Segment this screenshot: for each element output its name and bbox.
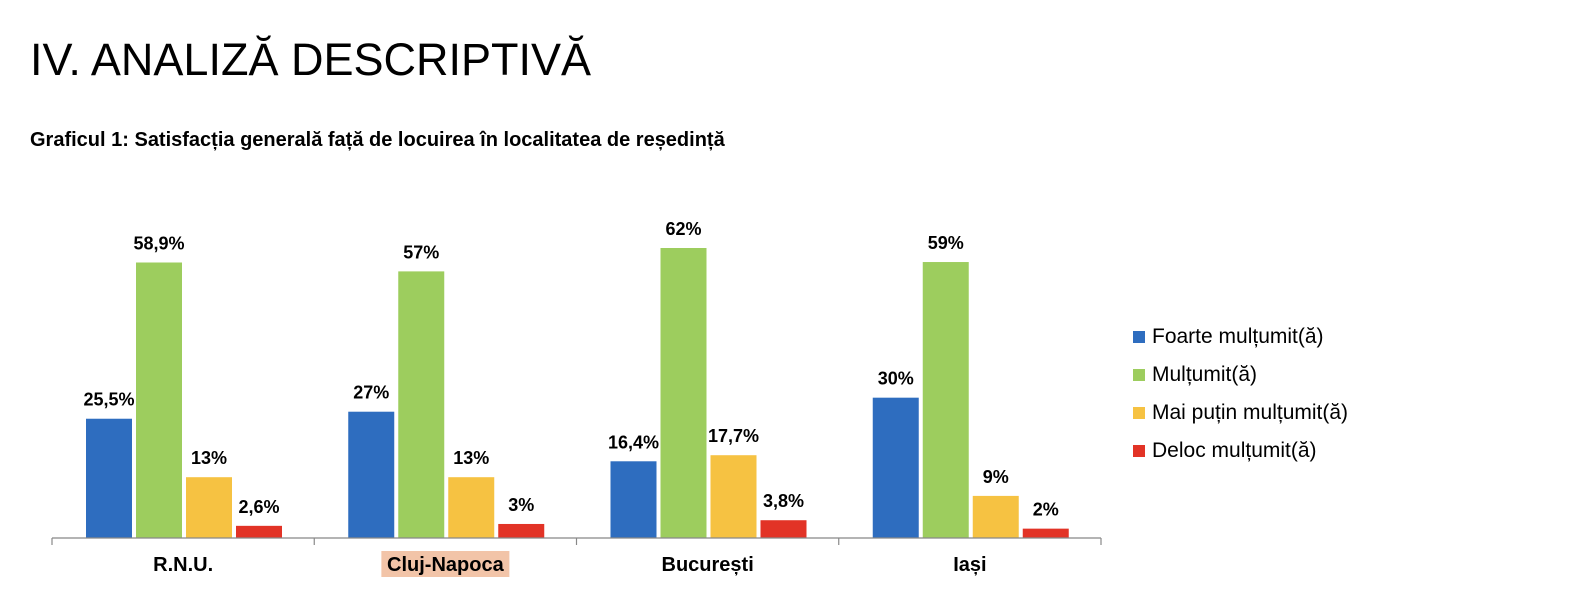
bar bbox=[348, 411, 395, 538]
legend-swatch bbox=[1133, 331, 1145, 343]
bar bbox=[1022, 528, 1069, 538]
data-label: 59% bbox=[928, 233, 964, 253]
legend-swatch bbox=[1133, 445, 1145, 457]
data-label: 30% bbox=[878, 369, 914, 389]
bar bbox=[86, 418, 132, 538]
data-label: 17,7% bbox=[708, 426, 759, 446]
page-title: IV. ANALIZĂ DESCRIPTIVĂ bbox=[30, 34, 592, 85]
data-label: 9% bbox=[983, 467, 1009, 487]
data-label: 3% bbox=[508, 495, 534, 515]
bar bbox=[760, 520, 807, 538]
bar bbox=[236, 525, 282, 538]
legend-label: Mulțumit(ă) bbox=[1152, 363, 1258, 386]
data-label: 13% bbox=[453, 448, 489, 468]
chart-title: Graficul 1: Satisfacția generală față de… bbox=[30, 129, 725, 151]
bar bbox=[872, 397, 919, 538]
data-label: 13% bbox=[191, 448, 227, 468]
data-label: 2,6% bbox=[238, 497, 279, 517]
data-label: 62% bbox=[665, 219, 701, 239]
legend-item: Deloc mulțumit(ă) bbox=[1133, 432, 1348, 470]
legend-item: Mai puțin mulțumit(ă) bbox=[1133, 394, 1348, 432]
bar bbox=[922, 262, 969, 538]
legend-label: Foarte mulțumit(ă) bbox=[1152, 325, 1324, 348]
bar bbox=[136, 262, 182, 538]
category-label: Cluj-Napoca bbox=[387, 554, 505, 576]
bar bbox=[610, 461, 657, 538]
chart-legend: Foarte mulțumit(ă) Mulțumit(ă) Mai puțin m… bbox=[1133, 318, 1348, 470]
bar bbox=[398, 271, 445, 538]
bar bbox=[498, 523, 545, 538]
category-highlight bbox=[381, 551, 510, 577]
legend-item: Mulțumit(ă) bbox=[1133, 356, 1348, 394]
bar bbox=[710, 455, 757, 538]
category-label: București bbox=[662, 554, 754, 576]
category-label: Iași bbox=[953, 554, 986, 576]
data-label: 57% bbox=[403, 242, 439, 262]
legend-label: Deloc mulțumit(ă) bbox=[1152, 439, 1317, 462]
category-label: R.N.U. bbox=[153, 554, 213, 576]
legend-label: Mai puțin mulțumit(ă) bbox=[1152, 401, 1349, 424]
bar bbox=[972, 495, 1019, 538]
bar bbox=[186, 477, 232, 538]
bar bbox=[448, 477, 495, 538]
data-label: 25,5% bbox=[83, 390, 134, 410]
legend-swatch bbox=[1133, 369, 1145, 381]
legend-item: Foarte mulțumit(ă) bbox=[1133, 318, 1348, 356]
data-label: 16,4% bbox=[608, 432, 659, 452]
data-label: 58,9% bbox=[133, 234, 184, 254]
legend-swatch bbox=[1133, 407, 1145, 419]
data-label: 2% bbox=[1033, 500, 1059, 520]
data-label: 3,8% bbox=[763, 491, 804, 511]
bar bbox=[660, 248, 707, 538]
data-label: 27% bbox=[353, 383, 389, 403]
